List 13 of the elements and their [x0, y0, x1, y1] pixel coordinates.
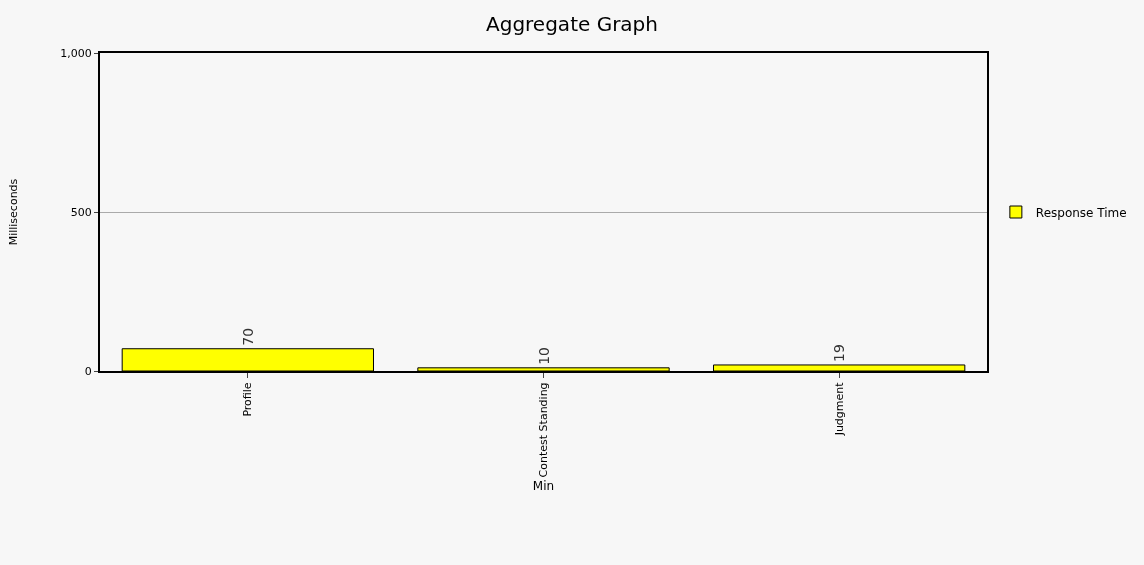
x-tick-label: Judgment [832, 381, 846, 437]
y-tick-label: 0 [84, 364, 92, 378]
y-tick-label: 1,000 [60, 46, 92, 60]
data-label: 10 [535, 346, 552, 365]
legend-label: Response Time [1035, 205, 1127, 220]
data-label: 19 [831, 344, 848, 362]
data-label: 70 [239, 327, 256, 346]
x-tick-label: Contest Standing [537, 382, 551, 478]
x-axis-title: Min [532, 479, 555, 494]
x-tick-label: Profile [241, 382, 255, 417]
y-tick-label: 500 [70, 205, 92, 219]
chart-title: Aggregate Graph [486, 11, 658, 36]
y-axis-title: Milliseconds [7, 178, 21, 246]
